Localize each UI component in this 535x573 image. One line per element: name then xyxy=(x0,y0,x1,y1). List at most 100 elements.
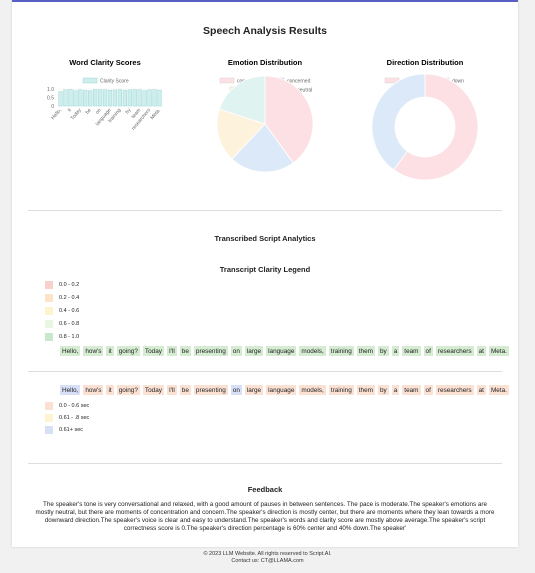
word: I'll xyxy=(166,385,177,395)
y-tick-label: 0.5 xyxy=(47,96,54,102)
word: Meta. xyxy=(488,346,509,356)
x-tick-label: on xyxy=(94,107,102,115)
legend-label: concerned xyxy=(287,79,311,85)
x-tick-label: it xyxy=(67,107,74,113)
word: by xyxy=(377,385,389,395)
word: training xyxy=(328,385,354,395)
x-tick-label: be xyxy=(85,107,93,115)
word: of xyxy=(423,385,433,395)
legend-title: Transcript Clarity Legend xyxy=(219,265,311,274)
legend-item: 0.61+ sec xyxy=(45,426,83,434)
legend-label: 0.8 - 1.0 xyxy=(59,334,80,340)
bar xyxy=(93,89,98,107)
card: Speech Analysis Results Word Clarity Sco… xyxy=(12,0,518,547)
legend-swatch xyxy=(219,77,235,84)
word: presenting xyxy=(193,346,228,356)
footer: © 2023 LLM Website. All rights reserved … xyxy=(0,551,535,565)
x-tick-label: by xyxy=(124,107,132,115)
bar xyxy=(83,90,88,107)
slice xyxy=(218,75,266,125)
legend-label: neutral xyxy=(297,88,312,94)
word: going? xyxy=(116,346,140,356)
word: language xyxy=(266,385,297,395)
word: them xyxy=(356,346,375,356)
word: team xyxy=(402,346,421,356)
footer-line: Contact us: CT@LLAMA.com xyxy=(231,558,304,564)
word: them xyxy=(356,385,375,395)
word: training xyxy=(328,346,354,356)
feedback-text: The speaker's tone is very conversationa… xyxy=(35,501,495,532)
bar xyxy=(137,89,142,107)
bar xyxy=(152,89,157,107)
word: it xyxy=(106,385,114,395)
word: Today xyxy=(142,385,164,395)
legend-item: 0.61 - .8 sec xyxy=(45,414,89,422)
clarity-row: Hello, how's it going? Today I'll be presenting… xyxy=(60,346,509,356)
bar xyxy=(142,90,147,107)
word: I'll xyxy=(166,346,177,356)
legend-swatch xyxy=(45,333,53,341)
word: going? xyxy=(116,385,140,395)
word: a xyxy=(391,385,400,395)
word: of xyxy=(423,346,433,356)
word: large xyxy=(244,346,264,356)
bar xyxy=(63,89,68,107)
chart-title: Emotion Distribution xyxy=(228,58,303,67)
bar xyxy=(58,91,63,107)
word: Meta. xyxy=(488,385,509,395)
legend-item: 0.0 - 0.6 sec xyxy=(45,402,89,410)
legend-label: down xyxy=(452,79,464,85)
bar xyxy=(117,89,123,107)
legend-label: Clarity Score xyxy=(100,79,129,85)
word: a xyxy=(391,346,400,356)
bar xyxy=(122,90,127,107)
legend-label: 0.4 - 0.6 xyxy=(59,308,80,314)
bar xyxy=(157,89,162,107)
word: team xyxy=(402,385,421,395)
divider xyxy=(28,463,502,464)
word: researchers xyxy=(435,385,474,395)
legend-label: 0.61 - .8 sec xyxy=(59,415,90,421)
divider xyxy=(28,371,502,372)
bar xyxy=(147,89,152,107)
bar xyxy=(112,89,118,107)
legend-swatch xyxy=(45,320,53,328)
footer-line: © 2023 LLM Website. All rights reserved … xyxy=(203,551,332,557)
word: by xyxy=(377,346,389,356)
word: at xyxy=(476,346,486,356)
legend-label: 0.6 - 0.8 xyxy=(59,321,80,327)
word: Today xyxy=(142,346,164,356)
legend-label: 0.0 - 0.2 xyxy=(59,282,80,288)
pause-row: Hello, how's it going? Today I'll be presenting… xyxy=(60,385,509,395)
word: large xyxy=(244,385,264,395)
bar xyxy=(107,89,113,107)
legend-item: 0.8 - 1.0 xyxy=(45,333,79,341)
word: models, xyxy=(299,385,326,395)
bar xyxy=(132,89,137,107)
legend-label: 0.0 - 0.6 sec xyxy=(59,403,90,409)
divider xyxy=(28,210,502,211)
y-tick-label: 0 xyxy=(51,104,54,110)
x-tick-label: Meta. xyxy=(149,107,162,120)
legend-item: 0.0 - 0.2 xyxy=(45,281,79,289)
legend-swatch xyxy=(45,281,53,289)
chart-title: Word Clarity Scores xyxy=(69,58,141,67)
legend-label: 0.61+ sec xyxy=(59,427,84,433)
word: be xyxy=(179,385,191,395)
analytics-title: Transcribed Script Analytics xyxy=(214,234,316,243)
word: at xyxy=(476,385,486,395)
bar xyxy=(78,89,83,107)
page-title: Speech Analysis Results xyxy=(203,25,327,37)
word: researchers xyxy=(435,346,474,356)
legend-swatch xyxy=(45,307,53,315)
legend-swatch xyxy=(45,294,53,302)
word: models, xyxy=(299,346,326,356)
chart-title: Direction Distribution xyxy=(387,58,464,67)
slice xyxy=(393,73,479,181)
legend-item: 0.6 - 0.8 xyxy=(45,320,79,328)
legend-swatch xyxy=(45,414,53,422)
word: be xyxy=(179,346,191,356)
feedback-title: Feedback xyxy=(247,485,283,494)
